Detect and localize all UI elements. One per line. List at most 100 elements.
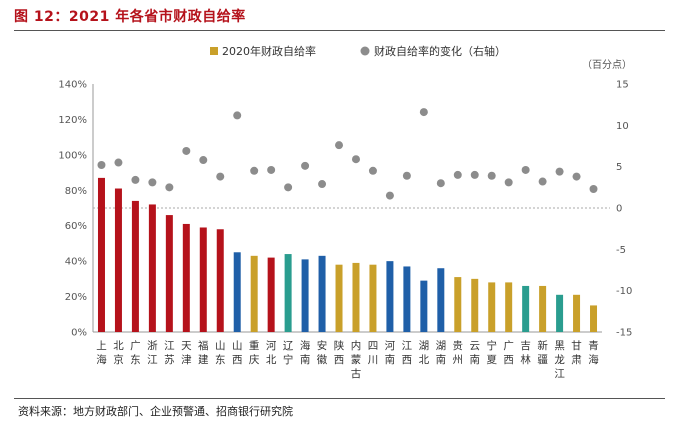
- legend-dot-label: 财政自给率的变化（右轴）: [374, 44, 506, 58]
- category-label: 海南: [300, 339, 311, 366]
- category-label: 重庆: [249, 339, 260, 366]
- change-dot: [453, 170, 462, 179]
- change-dot: [284, 183, 293, 192]
- top-rule: [14, 30, 665, 31]
- bar: [437, 268, 445, 332]
- bar: [352, 262, 360, 332]
- bar: [97, 177, 105, 332]
- change-dot: [351, 155, 360, 164]
- change-dot: [97, 161, 106, 170]
- figure-title: 图 12：2021 年各省市财政自给率: [14, 9, 246, 25]
- bar: [250, 255, 258, 332]
- category-label: 青海: [588, 339, 599, 366]
- change-dot: [250, 166, 259, 175]
- change-dot: [165, 183, 174, 192]
- category-label: 吉林: [520, 340, 531, 366]
- category-label: 江苏: [164, 340, 175, 366]
- category-label: 云南: [470, 340, 481, 366]
- legend-bar-swatch: [210, 47, 218, 55]
- bar: [114, 188, 122, 332]
- y2-tick-label: -5: [616, 245, 626, 256]
- category-label: 天津: [181, 340, 192, 366]
- bar: [369, 264, 377, 332]
- category-label: 辽宁: [283, 340, 294, 366]
- category-label: 陕西: [334, 339, 345, 366]
- y2-tick-label: 15: [616, 80, 629, 91]
- y-tick-label: 100%: [58, 150, 87, 161]
- change-dot: [368, 166, 377, 175]
- category-label: 上海: [96, 340, 107, 366]
- bar: [471, 278, 479, 332]
- source-note: 资料来源：地方财政部门、企业预警通、招商银行研究院: [18, 405, 293, 418]
- change-dot: [436, 179, 445, 188]
- category-label: 河南: [385, 340, 396, 366]
- change-dot: [216, 172, 225, 181]
- change-dot: [114, 158, 123, 167]
- category-label: 四川: [368, 340, 379, 366]
- bar: [573, 294, 581, 332]
- bar: [488, 282, 496, 332]
- change-dot: [504, 178, 513, 187]
- category-label: 福建: [198, 339, 209, 366]
- y-tick-label: 0%: [71, 328, 87, 339]
- y-tick-label: 80%: [65, 186, 87, 197]
- change-dot: [148, 178, 157, 187]
- category-label: 山西: [232, 340, 243, 366]
- change-dot: [470, 170, 479, 179]
- bar: [182, 223, 190, 332]
- bottom-rule: [14, 398, 665, 399]
- change-dot: [233, 111, 242, 120]
- bar: [267, 257, 275, 332]
- right-axis-unit: （百分点）: [582, 59, 632, 71]
- change-dot: [521, 165, 530, 174]
- category-label: 湖南: [436, 340, 447, 366]
- category-label: 甘肃: [571, 339, 582, 366]
- bar: [233, 252, 241, 332]
- bar: [335, 264, 343, 332]
- category-label: 北京: [113, 340, 124, 366]
- y-tick-label: 20%: [65, 292, 87, 303]
- category-label: 河北: [266, 340, 277, 366]
- y2-tick-label: -15: [616, 328, 632, 339]
- change-dot: [402, 171, 411, 180]
- change-dot: [589, 184, 598, 193]
- change-dot: [538, 177, 547, 186]
- y2-tick-label: -10: [616, 286, 632, 297]
- y-tick-label: 120%: [58, 115, 87, 126]
- y-tick-label: 140%: [58, 80, 87, 91]
- change-dot: [385, 191, 394, 200]
- change-dot: [572, 172, 581, 181]
- bar: [165, 215, 173, 332]
- category-label: 内蒙古: [351, 339, 362, 380]
- change-dot: [199, 156, 208, 165]
- y-tick-label: 40%: [65, 257, 87, 268]
- category-label: 新疆: [537, 339, 548, 366]
- category-label: 安徽: [317, 339, 328, 366]
- change-dot: [131, 175, 140, 184]
- change-dot: [487, 171, 496, 180]
- bar: [386, 261, 394, 332]
- bar: [539, 285, 547, 332]
- legend-bar-label: 2020年财政自给率: [222, 44, 316, 58]
- bar: [556, 294, 564, 332]
- bar: [505, 282, 513, 332]
- y2-tick-label: 0: [616, 204, 622, 215]
- category-label: 宁夏: [486, 339, 497, 366]
- bar: [318, 255, 326, 332]
- category-label: 江西: [402, 340, 413, 366]
- bar: [454, 277, 462, 332]
- category-label: 湖北: [419, 340, 430, 366]
- bar: [148, 204, 156, 332]
- category-label: 黑龙江: [554, 340, 565, 380]
- bar: [403, 266, 411, 332]
- change-dot: [555, 167, 564, 176]
- bar: [522, 285, 530, 332]
- change-dot: [335, 141, 344, 150]
- change-dot: [267, 165, 276, 174]
- category-label: 山东: [215, 340, 226, 366]
- bar: [590, 305, 598, 332]
- change-dot: [301, 161, 310, 170]
- bar: [199, 227, 207, 332]
- legend-dot-swatch: [360, 46, 370, 56]
